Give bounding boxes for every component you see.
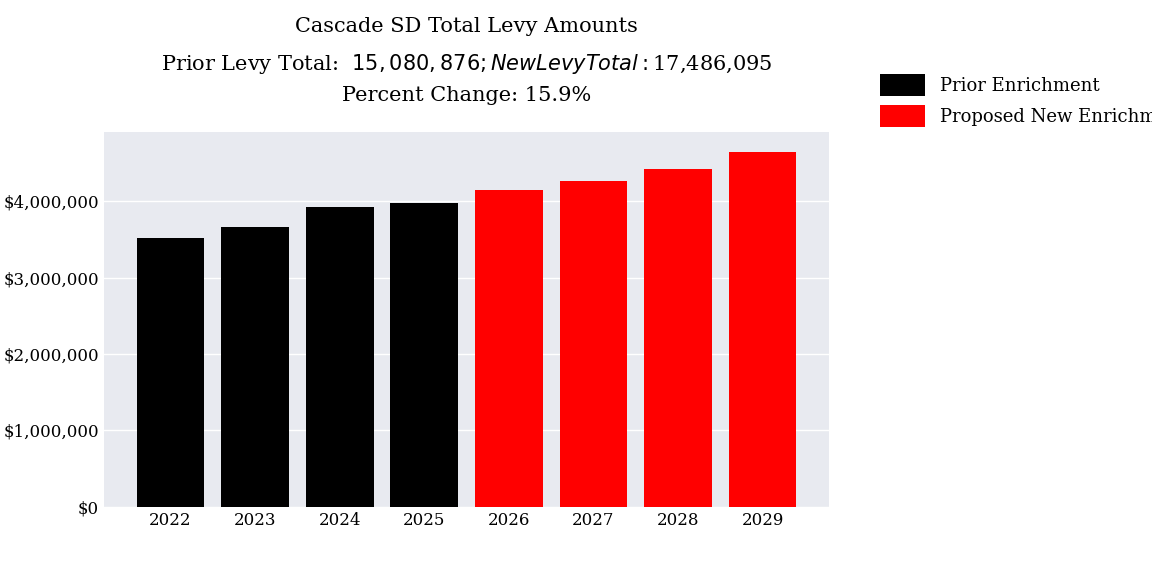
Bar	[137, 238, 204, 507]
Text: Prior Levy Total:  $15,080,876; New Levy Total: $17,486,095: Prior Levy Total: $15,080,876; New Levy …	[161, 52, 772, 76]
Bar	[729, 152, 796, 507]
Bar	[475, 190, 543, 507]
Text: Percent Change: 15.9%: Percent Change: 15.9%	[342, 86, 591, 105]
Bar	[391, 203, 458, 507]
Legend: Prior Enrichment, Proposed New Enrichment: Prior Enrichment, Proposed New Enrichmen…	[873, 67, 1152, 134]
Bar	[560, 181, 628, 507]
Bar	[305, 207, 373, 507]
Bar	[221, 227, 289, 507]
Bar	[644, 169, 712, 507]
Text: Cascade SD Total Levy Amounts: Cascade SD Total Levy Amounts	[295, 17, 638, 36]
